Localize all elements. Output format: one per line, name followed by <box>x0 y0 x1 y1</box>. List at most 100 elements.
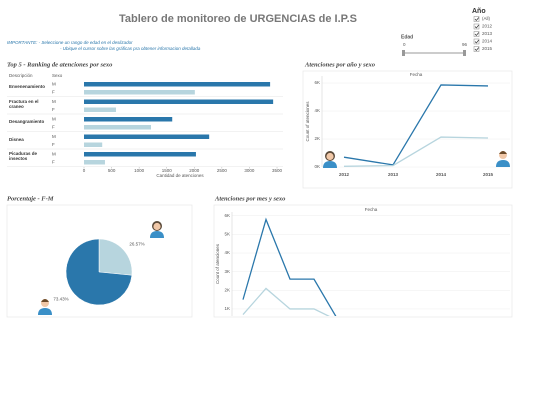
x-tick-label: 2013 <box>388 172 399 177</box>
slider-label: Edad <box>401 34 413 40</box>
y-tick-label: 4K <box>314 108 320 113</box>
y-tick-label: 2K <box>224 287 230 292</box>
x-tick-label: 1000 <box>134 168 145 173</box>
y-axis-label: Count of atenciones <box>305 101 310 142</box>
pie-slice <box>98 238 133 276</box>
checkbox-label: 2015 <box>482 46 493 51</box>
column-header: Descripción <box>9 73 33 78</box>
checkmark <box>474 32 480 37</box>
sex-label: F <box>52 89 55 94</box>
bar <box>84 160 105 165</box>
x-axis-label: Cantidad de atenciones <box>156 173 204 178</box>
series-line <box>242 287 330 316</box>
y-axis-label: Count of atenciones <box>215 243 220 284</box>
category-label: Picaduras de insectos <box>9 151 38 161</box>
data-label: 26.57% <box>129 242 144 247</box>
sex-label: F <box>52 142 55 147</box>
x-tick-label: 2000 <box>189 168 200 173</box>
checkbox-label: 2012 <box>482 24 493 29</box>
y-tick-label: 4K <box>224 250 230 255</box>
checkbox[interactable] <box>473 46 480 52</box>
sex-label: M <box>52 116 56 121</box>
bar <box>84 99 274 104</box>
sex-label: M <box>52 81 56 86</box>
pie-slice <box>65 238 133 306</box>
checkbox-label: 2014 <box>482 39 493 44</box>
bar <box>84 117 173 122</box>
sex-label: M <box>52 99 56 104</box>
sex-label: F <box>52 107 55 112</box>
x-tick-label: 3500 <box>272 168 283 173</box>
column-header: Fecha <box>410 72 423 77</box>
x-tick-label: 500 <box>108 168 116 173</box>
panel-border <box>213 204 513 318</box>
category-label: Desangramiento <box>9 119 45 124</box>
female-icon <box>323 151 337 168</box>
note: - Ubique el cursor sobre las gráficas pr… <box>60 46 201 51</box>
category-label: Disnea <box>9 136 24 142</box>
y-tick-label: 1K <box>224 306 230 311</box>
sex-label: M <box>52 134 56 139</box>
chart-title: Atenciones por año y sexo <box>304 61 376 68</box>
sex-label: M <box>52 151 56 156</box>
dashboard-title: Tablero de monitoreo de URGENCIAS de I.P… <box>119 13 357 25</box>
category-label: Fractura en el craneo <box>9 98 39 109</box>
panel-border <box>6 204 193 318</box>
checkbox[interactable] <box>473 23 480 30</box>
bar <box>84 125 151 130</box>
y-tick-label: 6K <box>314 80 320 85</box>
checkbox[interactable] <box>473 31 480 37</box>
y-tick-label: 2K <box>314 136 320 141</box>
checkmark <box>474 39 480 44</box>
x-tick-label: 2500 <box>217 168 228 173</box>
y-tick-label: 3K <box>224 269 230 274</box>
sex-label: F <box>52 159 55 164</box>
y-tick-label: 6K <box>224 213 230 218</box>
male-icon <box>496 151 510 167</box>
bar <box>84 107 116 112</box>
x-tick-label: 2015 <box>483 172 494 177</box>
note: IMPORTANTE: - Seleccione un rango de eda… <box>7 40 133 45</box>
female-icon <box>150 221 164 238</box>
chart-title: Atenciones por mes y sexo <box>214 195 286 202</box>
chart-title: Top 5 - Ranking de atenciones por sexo <box>7 61 113 68</box>
category-label: Envenenamiento <box>9 84 46 89</box>
checkmark <box>474 47 480 52</box>
sex-label: F <box>52 124 55 129</box>
slider-handle[interactable] <box>463 50 466 56</box>
checkmark <box>474 17 480 22</box>
y-tick-label: 0K <box>314 164 320 169</box>
x-tick-label: 0 <box>83 168 86 173</box>
male-icon <box>38 299 52 315</box>
x-tick-label: 2012 <box>339 172 350 177</box>
x-tick-label: 1500 <box>162 168 173 173</box>
data-label: 73.43% <box>53 297 68 302</box>
x-tick-label: 2014 <box>436 172 447 177</box>
bar <box>84 152 196 157</box>
series-line <box>242 217 337 316</box>
filter-label: Año <box>472 8 486 15</box>
series-line <box>343 84 489 166</box>
chart-title: Porcentaje - F-M <box>7 195 54 202</box>
column-header: Sexo <box>52 73 63 78</box>
slider-max: 96 <box>462 42 468 47</box>
checkbox[interactable] <box>473 16 480 22</box>
slider-handle[interactable] <box>402 50 405 56</box>
x-tick-label: 3000 <box>244 168 255 173</box>
checkbox-label: 2013 <box>482 31 493 36</box>
checkbox[interactable] <box>473 38 480 45</box>
bar <box>84 82 271 87</box>
column-header: Fecha <box>365 207 378 212</box>
panel-border <box>302 70 513 189</box>
slider-min: 0 <box>403 42 406 47</box>
icons <box>38 151 510 315</box>
bar <box>84 142 103 147</box>
series-line <box>343 136 489 167</box>
checkmark <box>474 24 480 29</box>
bar <box>84 90 195 95</box>
checkbox-label: (All) <box>482 16 490 21</box>
y-tick-label: 5K <box>224 232 230 237</box>
bar <box>84 134 210 139</box>
